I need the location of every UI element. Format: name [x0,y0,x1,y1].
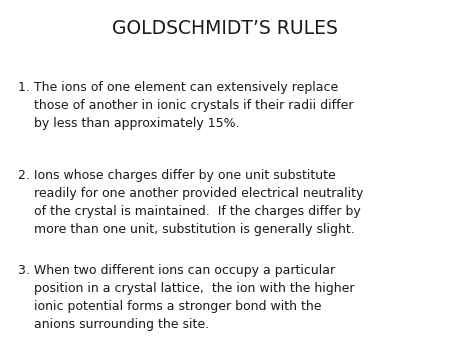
Text: 3. When two different ions can occupy a particular
    position in a crystal lat: 3. When two different ions can occupy a … [18,264,355,331]
Text: GOLDSCHMIDT’S RULES: GOLDSCHMIDT’S RULES [112,19,338,38]
Text: 2. Ions whose charges differ by one unit substitute
    readily for one another : 2. Ions whose charges differ by one unit… [18,169,364,236]
Text: 1. The ions of one element can extensively replace
    those of another in ionic: 1. The ions of one element can extensive… [18,81,354,130]
